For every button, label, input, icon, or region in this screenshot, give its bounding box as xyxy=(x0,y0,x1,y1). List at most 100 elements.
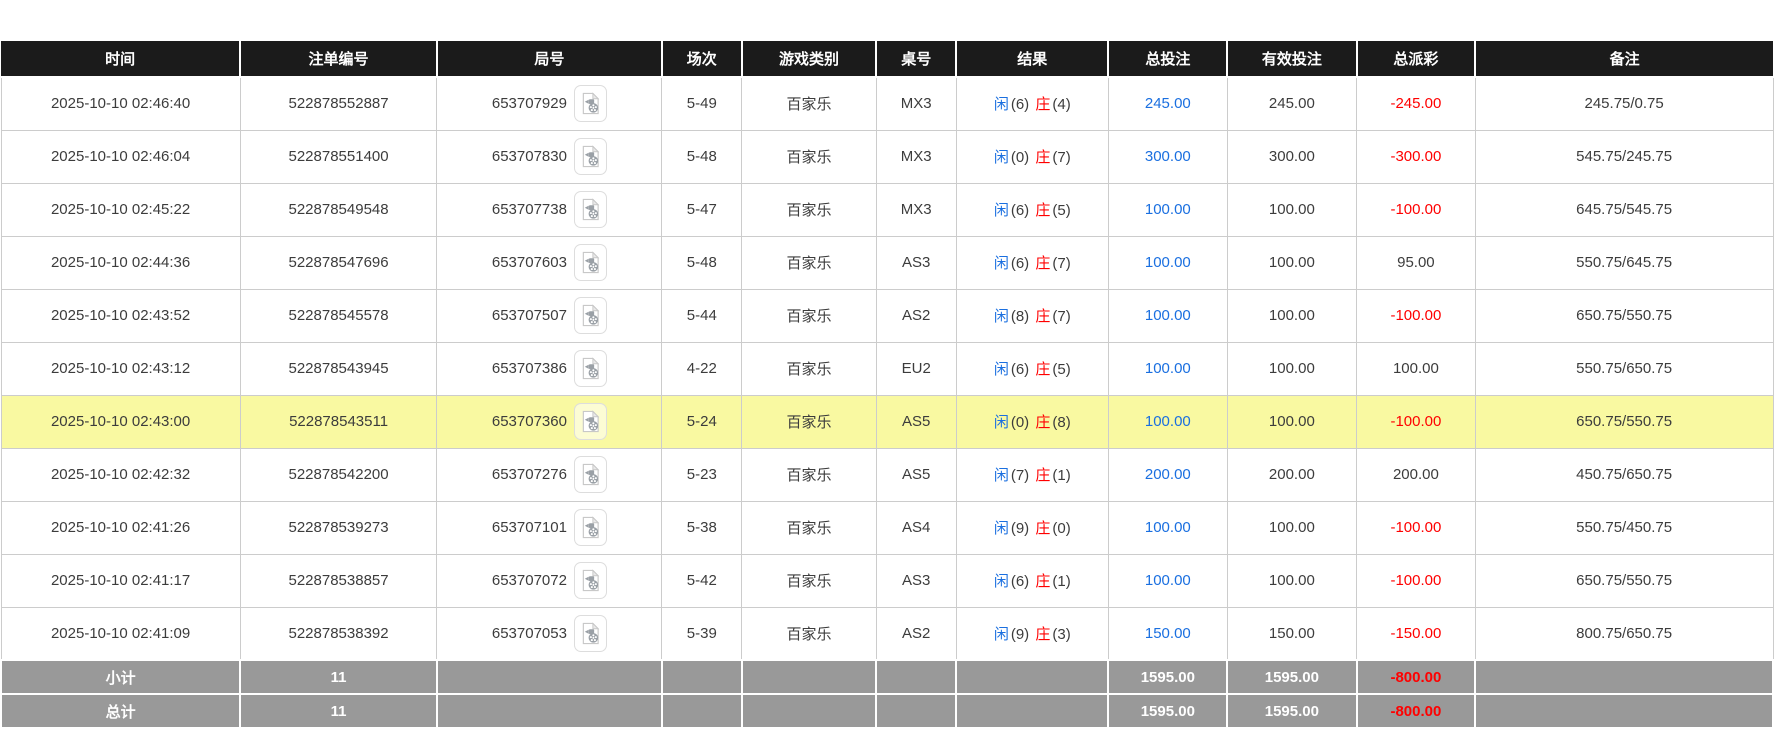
cell-result: 闲 (6) 庄 (5) xyxy=(955,182,1109,237)
video-file-icon xyxy=(582,357,600,380)
cell-table-no: AS5 xyxy=(875,394,957,449)
video-replay-button[interactable] xyxy=(573,297,607,334)
total-bet-link[interactable]: 150.00 xyxy=(1144,624,1191,642)
column-header-result: 结果 xyxy=(955,41,1110,78)
result-player-score: (6) xyxy=(1010,361,1030,378)
result-banker-label: 庄 xyxy=(1035,573,1051,590)
total-bet-link[interactable]: 300.00 xyxy=(1144,148,1191,165)
cell-table-no: AS4 xyxy=(875,500,957,555)
total-bet-link[interactable]: 100.00 xyxy=(1144,254,1191,271)
cell-valid-bet: 100.00 xyxy=(1226,394,1358,449)
column-header-table_no: 桌号 xyxy=(875,41,958,78)
video-replay-button[interactable] xyxy=(573,509,607,546)
column-header-payout: 总派彩 xyxy=(1355,41,1477,78)
cell-table-no: MX3 xyxy=(875,129,957,184)
cell-total-bet: 100.00 xyxy=(1107,235,1228,290)
round-wrap: 653707072 xyxy=(441,562,657,599)
cell-remark: 800.75/650.75 xyxy=(1474,606,1774,661)
cell-valid-bet: 100.00 xyxy=(1226,288,1358,343)
cell-session: 5-42 xyxy=(661,553,743,608)
table-body: 2025-10-10 02:46:40 522878552887 653707929… xyxy=(0,76,1774,661)
video-file-icon xyxy=(582,251,600,274)
total-bet-link[interactable]: 100.00 xyxy=(1144,360,1191,377)
cell-time: 2025-10-10 02:43:52 xyxy=(0,288,241,343)
footer-empty-session xyxy=(660,659,743,695)
cell-payout: -100.00 xyxy=(1356,394,1476,449)
header-row: 时间 注单编号 局号 场次 游戏类别 桌号 结果 总投注 有效投注 总派彩 备注 xyxy=(1,41,1773,78)
video-replay-button[interactable] xyxy=(573,614,607,652)
cell-bet-id: 522878538392 xyxy=(239,606,438,661)
footer-valid-bet: 1595.00 xyxy=(1226,659,1358,695)
footer-empty-result xyxy=(955,693,1110,729)
cell-time: 2025-10-10 02:45:22 xyxy=(0,182,241,237)
cell-valid-bet: 100.00 xyxy=(1226,341,1358,396)
footer-valid-bet: 1595.00 xyxy=(1226,693,1358,729)
result-banker-score: (1) xyxy=(1052,467,1071,484)
cell-time: 2025-10-10 02:41:09 xyxy=(0,606,241,661)
total-bet-link[interactable]: 245.00 xyxy=(1144,95,1191,113)
total-bet-link[interactable]: 100.00 xyxy=(1144,201,1191,218)
cell-total-bet: 100.00 xyxy=(1107,500,1228,555)
video-replay-button[interactable] xyxy=(573,244,607,281)
video-replay-button[interactable] xyxy=(573,403,607,440)
cell-round: 653707276 xyxy=(436,447,663,502)
cell-total-bet: 100.00 xyxy=(1107,341,1228,396)
cell-result: 闲 (6) 庄 (7) xyxy=(955,235,1109,290)
round-wrap: 653707386 xyxy=(441,350,657,387)
cell-time: 2025-10-10 02:43:00 xyxy=(0,394,241,449)
column-header-total_bet: 总投注 xyxy=(1107,41,1229,78)
round-number: 653707276 xyxy=(491,466,567,483)
video-replay-button[interactable] xyxy=(573,191,607,228)
cell-total-bet: 150.00 xyxy=(1107,606,1228,661)
round-wrap: 653707603 xyxy=(441,244,657,281)
cell-bet-id: 522878543945 xyxy=(239,341,438,396)
cell-valid-bet: 245.00 xyxy=(1226,76,1358,131)
footer-empty-round xyxy=(435,659,663,695)
result-banker-score: (8) xyxy=(1052,414,1071,431)
result-player-label: 闲 xyxy=(993,361,1009,378)
cell-remark: 550.75/650.75 xyxy=(1474,341,1774,396)
footer-total-bet: 1595.00 xyxy=(1107,693,1229,729)
total-bet-link[interactable]: 100.00 xyxy=(1144,519,1191,536)
result-banker-score: (3) xyxy=(1052,625,1071,643)
cell-time: 2025-10-10 02:41:26 xyxy=(0,500,241,555)
cell-bet-id: 522878538857 xyxy=(239,553,438,608)
cell-session: 5-23 xyxy=(661,447,743,502)
video-replay-button[interactable] xyxy=(573,138,607,175)
total-bet-link[interactable]: 200.00 xyxy=(1144,466,1191,483)
column-header-valid_bet: 有效投注 xyxy=(1226,41,1358,78)
total-row: 总计 11 1595.00 1595.00 -800.00 xyxy=(0,693,1774,729)
result-banker-score: (1) xyxy=(1052,573,1071,590)
cell-payout: -150.00 xyxy=(1356,606,1476,661)
cell-bet-id: 522878545578 xyxy=(239,288,438,343)
result-banker-label: 庄 xyxy=(1035,625,1051,643)
column-header-game_type: 游戏类别 xyxy=(740,41,878,78)
cell-remark: 650.75/550.75 xyxy=(1474,288,1774,343)
total-bet-link[interactable]: 100.00 xyxy=(1144,572,1191,589)
video-replay-button[interactable] xyxy=(573,85,607,123)
round-number: 653707053 xyxy=(491,624,567,642)
cell-remark: 450.75/650.75 xyxy=(1474,447,1774,502)
column-header-time: 时间 xyxy=(1,41,242,78)
round-wrap: 653707053 xyxy=(441,614,657,652)
result-player-label: 闲 xyxy=(993,467,1009,484)
cell-table-no: AS3 xyxy=(875,235,957,290)
video-replay-button[interactable] xyxy=(573,456,607,493)
result-banker-label: 庄 xyxy=(1035,149,1051,166)
cell-bet-id: 522878543511 xyxy=(239,394,438,449)
total-bet-link[interactable]: 100.00 xyxy=(1144,413,1191,430)
video-file-icon xyxy=(582,410,600,433)
table-footer: 小计 11 1595.00 1595.00 -800.00 总计 11 1595.00 1595… xyxy=(0,659,1774,729)
result-banker-label: 庄 xyxy=(1035,414,1051,431)
cell-bet-id: 522878551400 xyxy=(239,129,438,184)
table-row: 2025-10-10 02:43:00 522878543511 653707360… xyxy=(0,394,1774,449)
cell-game-type: 百家乐 xyxy=(741,288,877,343)
result-banker-label: 庄 xyxy=(1035,520,1051,537)
video-replay-button[interactable] xyxy=(573,562,607,599)
video-file-icon xyxy=(582,569,600,592)
cell-game-type: 百家乐 xyxy=(741,553,877,608)
video-replay-button[interactable] xyxy=(573,350,607,387)
video-file-icon xyxy=(582,463,600,486)
cell-total-bet: 200.00 xyxy=(1107,447,1228,502)
total-bet-link[interactable]: 100.00 xyxy=(1144,307,1191,324)
